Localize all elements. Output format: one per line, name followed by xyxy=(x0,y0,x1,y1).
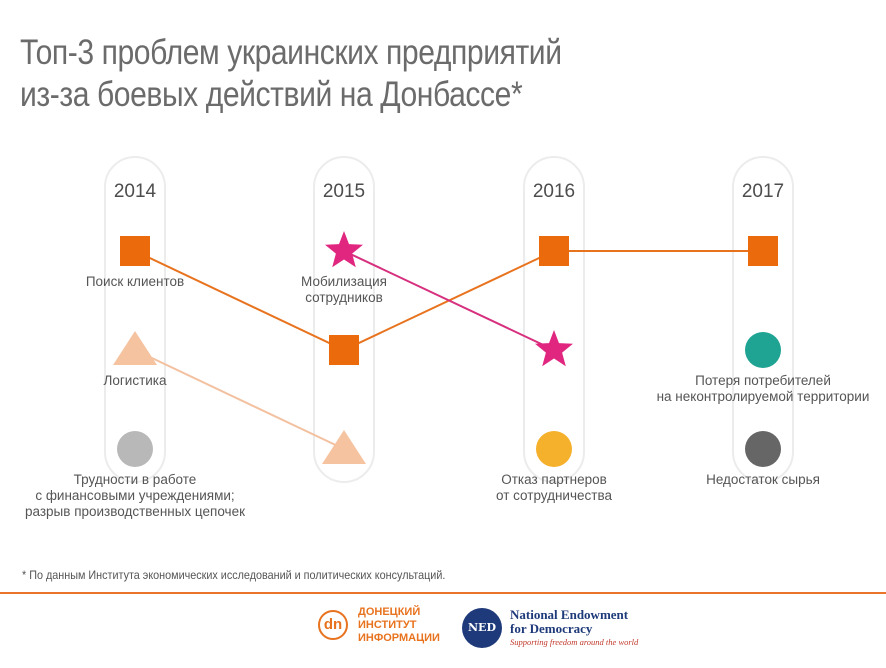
item-label-2014-rank-2: Логистика xyxy=(103,373,167,388)
year-label-2017: 2017 xyxy=(742,181,784,202)
square-marker-2016-rank-1 xyxy=(539,236,569,266)
footnote: * По данным Института экономических иссл… xyxy=(22,568,446,582)
year-column-2015 xyxy=(313,156,375,483)
circle-marker-2014-rank-3 xyxy=(117,431,153,467)
ned-logo-name: National Endowment for Democracy xyxy=(510,608,710,636)
year-label-2015: 2015 xyxy=(323,181,365,202)
divider xyxy=(0,592,886,594)
square-marker-2017-rank-1 xyxy=(748,236,778,266)
square-marker-2014-rank-1 xyxy=(120,236,150,266)
circle-marker-2017-rank-2 xyxy=(745,332,781,368)
dn-logo-line: ДОНЕЦКИЙ xyxy=(358,606,421,618)
item-label-line: Потеря потребителей xyxy=(695,373,831,388)
title-line-2: из-за боевых действий на Донбассе* xyxy=(20,75,523,114)
item-label-line: Трудности в работе xyxy=(74,472,197,487)
item-label-line: от сотрудничества xyxy=(496,488,612,503)
item-label-line: с финансовыми учреждениями; xyxy=(35,488,234,503)
chart-title: Топ-3 проблем украинских предприятий из-… xyxy=(20,32,570,116)
markers xyxy=(113,231,781,467)
circle-marker-2017-rank-3 xyxy=(745,431,781,467)
ned-logo-text: National Endowment for Democracy Support… xyxy=(510,608,710,648)
item-label-2017-rank-3: Недостаток сырья xyxy=(706,472,820,487)
dn-logo-line: ИНФОРМАЦИИ xyxy=(358,632,440,644)
title-line-1: Топ-3 проблем украинских предприятий xyxy=(20,33,562,72)
ned-name-line: National Endowment xyxy=(510,607,629,622)
year-labels: 2014 2015 2016 2017 xyxy=(114,181,784,202)
year-column-2016 xyxy=(523,156,585,483)
series-line-2 xyxy=(134,349,345,450)
series-line-1 xyxy=(343,250,555,351)
dn-logo-line: ИНСТИТУТ xyxy=(358,619,417,631)
item-label-line: на неконтролируемой территории xyxy=(657,389,870,404)
triangle-marker-2014-rank-2 xyxy=(113,331,157,365)
item-label-line: Недостаток сырья xyxy=(706,472,820,487)
item-label-2014-rank-3: Трудности в работе с финансовыми учрежден… xyxy=(25,472,245,519)
year-columns xyxy=(104,156,794,483)
ned-name-line: for Democracy xyxy=(510,621,593,636)
year-column-2017 xyxy=(732,156,794,483)
item-label-line: Поиск клиентов xyxy=(86,274,184,289)
ned-logo-tagline: Supporting freedom around the world xyxy=(510,637,639,647)
connector-lines xyxy=(134,250,763,450)
square-marker-2015-rank-2 xyxy=(329,335,359,365)
item-label-line: Логистика xyxy=(103,373,167,388)
item-label-line: Мобилизация xyxy=(301,274,387,289)
star-marker-2016-rank-2 xyxy=(535,330,573,367)
item-label-2016-rank-3: Отказ партнеров от сотрудничества xyxy=(496,472,612,503)
rank-chart: 2014 2015 2016 2017 Поиск клиентов Логистика… xyxy=(25,156,869,519)
item-label-line: сотрудников xyxy=(305,290,383,305)
dn-logo-text: ДОНЕЦКИЙ ИНСТИТУТ ИНФОРМАЦИИ xyxy=(358,606,448,645)
ned-logo-mark: NED xyxy=(462,608,502,648)
triangle-marker-2015-rank-3 xyxy=(322,430,366,464)
dn-logo-mark: dn xyxy=(318,610,348,640)
item-label-2017-rank-2: Потеря потребителей на неконтролируемой т… xyxy=(657,373,870,404)
item-label-line: Отказ партнеров xyxy=(501,472,607,487)
circle-marker-2016-rank-3 xyxy=(536,431,572,467)
item-label-2015-rank-1: Мобилизация сотрудников xyxy=(301,274,387,305)
item-label-line: разрыв производственных цепочек xyxy=(25,504,245,519)
item-labels: Поиск клиентов Логистика Трудности в работ… xyxy=(25,274,869,519)
year-label-2016: 2016 xyxy=(533,181,575,202)
star-marker-2015-rank-1 xyxy=(325,231,363,268)
item-label-2014-rank-1: Поиск клиентов xyxy=(86,274,184,289)
year-label-2014: 2014 xyxy=(114,181,157,202)
year-column-2014 xyxy=(104,156,166,483)
